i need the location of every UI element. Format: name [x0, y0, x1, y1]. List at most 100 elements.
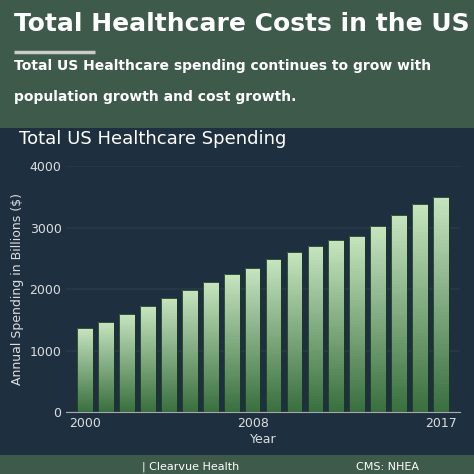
Bar — [77, 337, 93, 338]
Bar — [161, 305, 177, 307]
Bar — [349, 342, 365, 345]
Bar — [370, 356, 386, 360]
Bar — [119, 381, 135, 383]
Bar — [245, 355, 260, 357]
Bar — [391, 297, 407, 301]
Bar — [412, 277, 428, 281]
Bar — [287, 367, 302, 370]
Bar — [77, 365, 93, 366]
Bar — [77, 397, 93, 398]
Bar — [77, 355, 93, 356]
Bar — [245, 379, 260, 381]
Bar — [77, 367, 93, 369]
Bar — [349, 350, 365, 354]
Bar — [328, 321, 344, 324]
Bar — [182, 345, 198, 347]
Bar — [98, 361, 114, 363]
Bar — [433, 236, 449, 240]
Bar — [203, 378, 219, 380]
Bar — [370, 382, 386, 384]
Bar — [203, 309, 219, 310]
Bar — [308, 335, 323, 337]
Bar — [119, 411, 135, 412]
Bar — [98, 325, 114, 326]
Bar — [308, 329, 323, 332]
Bar — [161, 365, 177, 366]
Bar — [98, 345, 114, 346]
Bar — [308, 310, 323, 312]
Bar — [98, 378, 114, 379]
Bar — [391, 248, 407, 251]
Bar — [182, 290, 198, 292]
Bar — [308, 346, 323, 348]
Bar — [182, 375, 198, 378]
Bar — [391, 370, 407, 373]
Bar — [77, 398, 93, 400]
Bar — [161, 353, 177, 355]
Bar — [161, 374, 177, 376]
Bar — [161, 344, 177, 346]
Bar — [224, 313, 239, 316]
Bar — [287, 321, 302, 324]
Bar — [287, 410, 302, 412]
Bar — [224, 297, 239, 300]
Bar — [161, 384, 177, 386]
Bar — [370, 391, 386, 394]
Bar — [245, 290, 260, 292]
Bar — [245, 326, 260, 328]
Bar — [224, 332, 239, 334]
Bar — [77, 395, 93, 397]
Bar — [119, 408, 135, 409]
Bar — [245, 386, 260, 388]
Bar — [349, 306, 365, 309]
Bar — [266, 372, 282, 374]
Bar — [98, 354, 114, 355]
Bar — [412, 315, 428, 319]
Bar — [328, 301, 344, 303]
Bar — [203, 384, 219, 386]
Bar — [266, 274, 282, 277]
Bar — [77, 392, 93, 394]
Bar — [433, 315, 449, 319]
Bar — [182, 290, 198, 412]
Bar — [349, 294, 365, 297]
Bar — [245, 374, 260, 376]
Bar — [182, 300, 198, 302]
Bar — [224, 325, 239, 327]
Bar — [370, 245, 386, 248]
Bar — [161, 328, 177, 330]
Bar — [370, 264, 386, 266]
Bar — [119, 340, 135, 342]
Bar — [412, 371, 428, 374]
Bar — [182, 372, 198, 374]
Bar — [433, 333, 449, 337]
Bar — [433, 355, 449, 358]
Bar — [161, 355, 177, 357]
Bar — [245, 273, 260, 275]
Bar — [98, 365, 114, 367]
Bar — [77, 389, 93, 390]
Bar — [161, 392, 177, 393]
Bar — [119, 314, 135, 315]
Bar — [370, 375, 386, 378]
Bar — [161, 313, 177, 315]
Bar — [308, 304, 323, 307]
Bar — [370, 350, 386, 354]
Bar — [224, 318, 239, 320]
Bar — [370, 347, 386, 350]
Bar — [433, 233, 449, 236]
Bar — [77, 394, 93, 395]
Bar — [203, 287, 219, 289]
Bar — [308, 337, 323, 340]
Bar — [245, 309, 260, 311]
Bar — [266, 259, 282, 412]
Bar — [391, 215, 407, 412]
Bar — [412, 298, 428, 301]
Bar — [77, 341, 93, 342]
Bar — [391, 386, 407, 389]
Bar — [224, 329, 239, 332]
Bar — [328, 361, 344, 364]
Bar — [140, 322, 156, 324]
Bar — [412, 333, 428, 336]
Bar — [140, 344, 156, 345]
